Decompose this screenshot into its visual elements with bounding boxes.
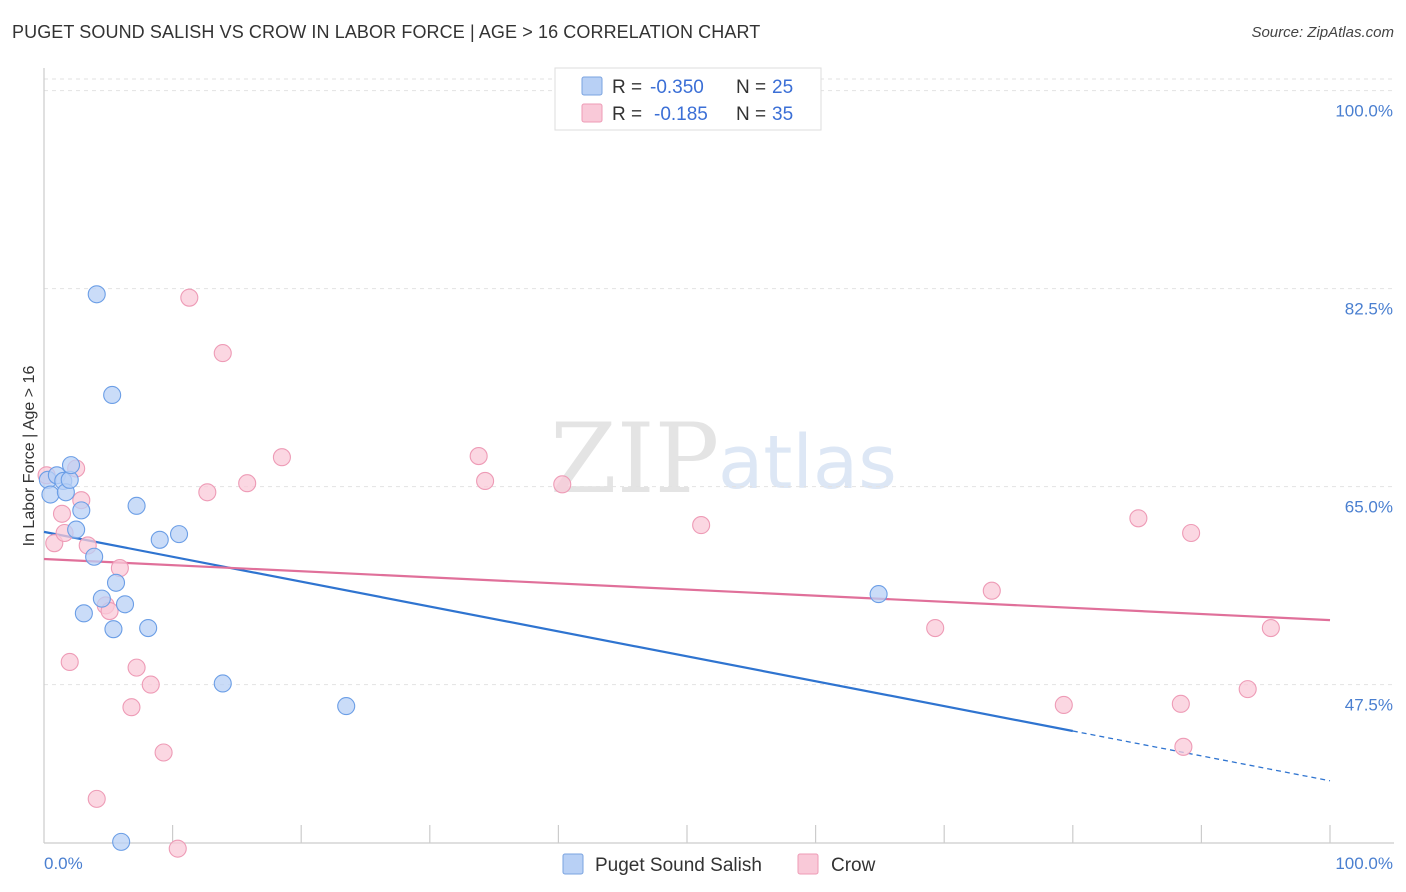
- point-crow: [926, 618, 945, 638]
- point-crow: [1182, 523, 1201, 543]
- point-salish: [106, 573, 126, 592]
- legend-n-value-crow: 35: [772, 104, 793, 125]
- y-tick-labels: 47.5% 65.0% 82.5% 100.0%: [1335, 102, 1393, 715]
- point-salish: [169, 525, 189, 544]
- legend-swatch-crow: [582, 104, 602, 122]
- legend-swatch-salish: [582, 77, 602, 95]
- series-legend: Puget Sound Salish Crow: [562, 853, 876, 876]
- point-salish: [112, 832, 131, 851]
- chart-title: PUGET SOUND SALISH VS CROW IN LABOR FORC…: [12, 22, 761, 42]
- point-crow: [553, 475, 572, 494]
- point-salish: [213, 674, 232, 693]
- point-crow: [238, 474, 257, 493]
- point-crow: [180, 288, 199, 307]
- legend-r-label-crow: R =: [612, 104, 642, 125]
- point-salish: [72, 501, 91, 520]
- point-salish: [104, 620, 123, 639]
- correlation-legend: R = -0.350 N = 25 R = -0.185 N = 35: [554, 67, 822, 131]
- x-ticks: [172, 825, 1331, 843]
- y-tick-label: 82.5%: [1345, 300, 1393, 319]
- legend-series-label-salish: Puget Sound Salish: [595, 855, 762, 876]
- point-salish: [74, 604, 93, 623]
- point-crow: [1129, 509, 1148, 528]
- gridlines: [44, 78, 1394, 686]
- legend-series-swatch-crow: [797, 853, 819, 875]
- legend-n-value-salish: 25: [772, 77, 793, 98]
- point-salish: [115, 595, 135, 614]
- point-crow: [154, 743, 173, 762]
- point-salish: [85, 547, 104, 566]
- point-crow: [168, 839, 187, 858]
- trend-line-salish: [43, 530, 1074, 733]
- point-crow: [127, 658, 146, 677]
- legend-r-value-salish: -0.350: [650, 77, 704, 98]
- point-crow: [1238, 680, 1257, 699]
- y-tick-label: 47.5%: [1345, 696, 1393, 715]
- point-crow: [1171, 694, 1190, 713]
- legend-n-label-salish: N =: [736, 77, 766, 98]
- legend-swatch-crow-border: [581, 103, 603, 123]
- point-crow: [1174, 737, 1193, 756]
- y-tick-label: 100.0%: [1335, 102, 1393, 121]
- point-crow: [982, 581, 1001, 600]
- legend-series-label-crow: Crow: [831, 855, 876, 876]
- point-salish: [92, 589, 111, 608]
- axes: [43, 68, 1394, 844]
- point-salish: [61, 456, 81, 475]
- point-crow: [52, 504, 72, 523]
- watermark-atlas: atlas: [718, 420, 897, 506]
- watermark: ZIP atlas: [550, 403, 897, 515]
- legend-series-swatch-salish: [562, 853, 584, 875]
- point-crow: [1054, 695, 1073, 715]
- point-crow: [141, 675, 160, 694]
- point-crow: [692, 516, 711, 535]
- point-salish: [869, 585, 888, 604]
- point-salish: [337, 697, 356, 716]
- point-crow: [469, 447, 488, 466]
- legend-r-label-salish: R =: [612, 77, 642, 98]
- point-salish: [87, 285, 106, 304]
- y-axis-label: In Labor Force | Age > 16: [21, 366, 38, 547]
- trend-line-salish-extrapolated: [1072, 730, 1331, 782]
- point-crow: [1261, 618, 1280, 638]
- watermark-zip: ZIP: [550, 403, 719, 515]
- legend-n-label-crow: N =: [736, 104, 766, 125]
- trend-lines: [43, 530, 1331, 782]
- point-crow: [476, 471, 495, 491]
- trend-line-crow: [43, 557, 1331, 622]
- point-crow: [87, 789, 106, 808]
- source-label: Source: ZipAtlas.com: [1251, 24, 1394, 41]
- point-salish: [103, 385, 122, 405]
- point-crow: [198, 483, 217, 502]
- point-salish: [41, 485, 60, 504]
- point-salish: [127, 496, 146, 515]
- x-tick-label-min: 0.0%: [44, 854, 83, 873]
- data-points: [37, 285, 1280, 858]
- point-salish: [150, 530, 169, 549]
- legend-r-value-crow: -0.185: [654, 104, 708, 125]
- y-tick-label: 65.0%: [1345, 498, 1393, 517]
- legend-swatch-salish-border: [581, 76, 603, 96]
- point-crow: [272, 448, 291, 467]
- point-crow: [122, 698, 141, 717]
- point-crow: [60, 652, 79, 672]
- point-salish: [139, 618, 158, 638]
- x-tick-label-max: 100.0%: [1335, 854, 1393, 873]
- point-salish: [67, 520, 86, 539]
- point-crow: [213, 344, 232, 363]
